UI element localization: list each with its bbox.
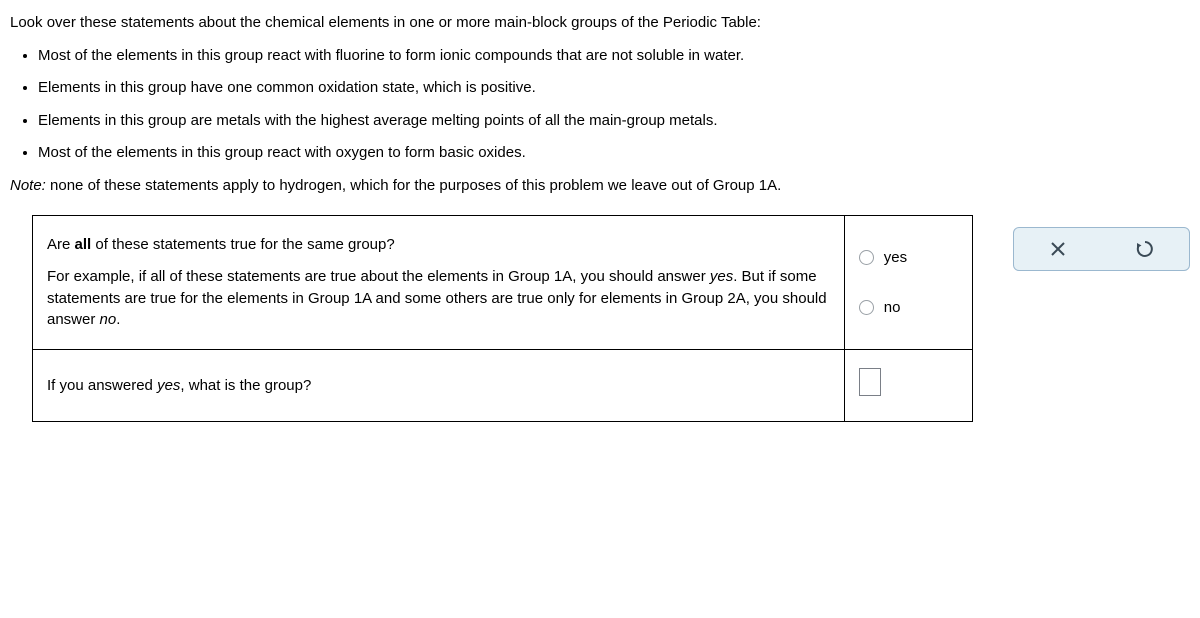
q1-text-a: Are xyxy=(47,236,75,253)
radio-icon xyxy=(859,250,874,265)
option-no[interactable]: no xyxy=(859,297,959,319)
radio-icon xyxy=(859,300,874,315)
question-table: Are all of these statements true for the… xyxy=(32,215,973,422)
q2-text-b: , what is the group? xyxy=(180,377,311,394)
option-yes-label: yes xyxy=(884,247,907,269)
intro-text: Look over these statements about the che… xyxy=(10,12,1190,35)
statement-item: Most of the elements in this group react… xyxy=(38,142,1190,165)
q1-example-no: no xyxy=(100,311,117,328)
q2-yes: yes xyxy=(157,377,180,394)
option-no-label: no xyxy=(884,297,901,319)
q1-bold: all xyxy=(75,236,92,253)
note-text: Note: none of these statements apply to … xyxy=(10,175,1190,198)
q1-example-c: . xyxy=(116,311,120,328)
toolbar xyxy=(1013,227,1190,271)
q1-example-yes: yes xyxy=(710,268,733,285)
option-yes[interactable]: yes xyxy=(859,247,959,269)
q2-text-a: If you answered xyxy=(47,377,157,394)
statement-item: Elements in this group have one common o… xyxy=(38,77,1190,100)
group-input-cell xyxy=(844,350,973,422)
note-body: none of these statements apply to hydrog… xyxy=(46,177,781,194)
options-cell: yes no xyxy=(844,216,973,350)
close-icon xyxy=(1049,240,1067,258)
q1-example-a: For example, if all of these statements … xyxy=(47,268,710,285)
q1-text-b: of these statements true for the same gr… xyxy=(91,236,395,253)
clear-button[interactable] xyxy=(1043,234,1073,264)
question-1-cell: Are all of these statements true for the… xyxy=(33,216,845,350)
reset-button[interactable] xyxy=(1130,234,1160,264)
statement-item: Most of the elements in this group react… xyxy=(38,45,1190,68)
question-2-cell: If you answered yes, what is the group? xyxy=(33,350,845,422)
note-prefix: Note: xyxy=(10,177,46,194)
group-input[interactable] xyxy=(859,368,881,396)
statement-item: Elements in this group are metals with t… xyxy=(38,110,1190,133)
statements-list: Most of the elements in this group react… xyxy=(10,45,1190,165)
undo-icon xyxy=(1135,239,1155,259)
